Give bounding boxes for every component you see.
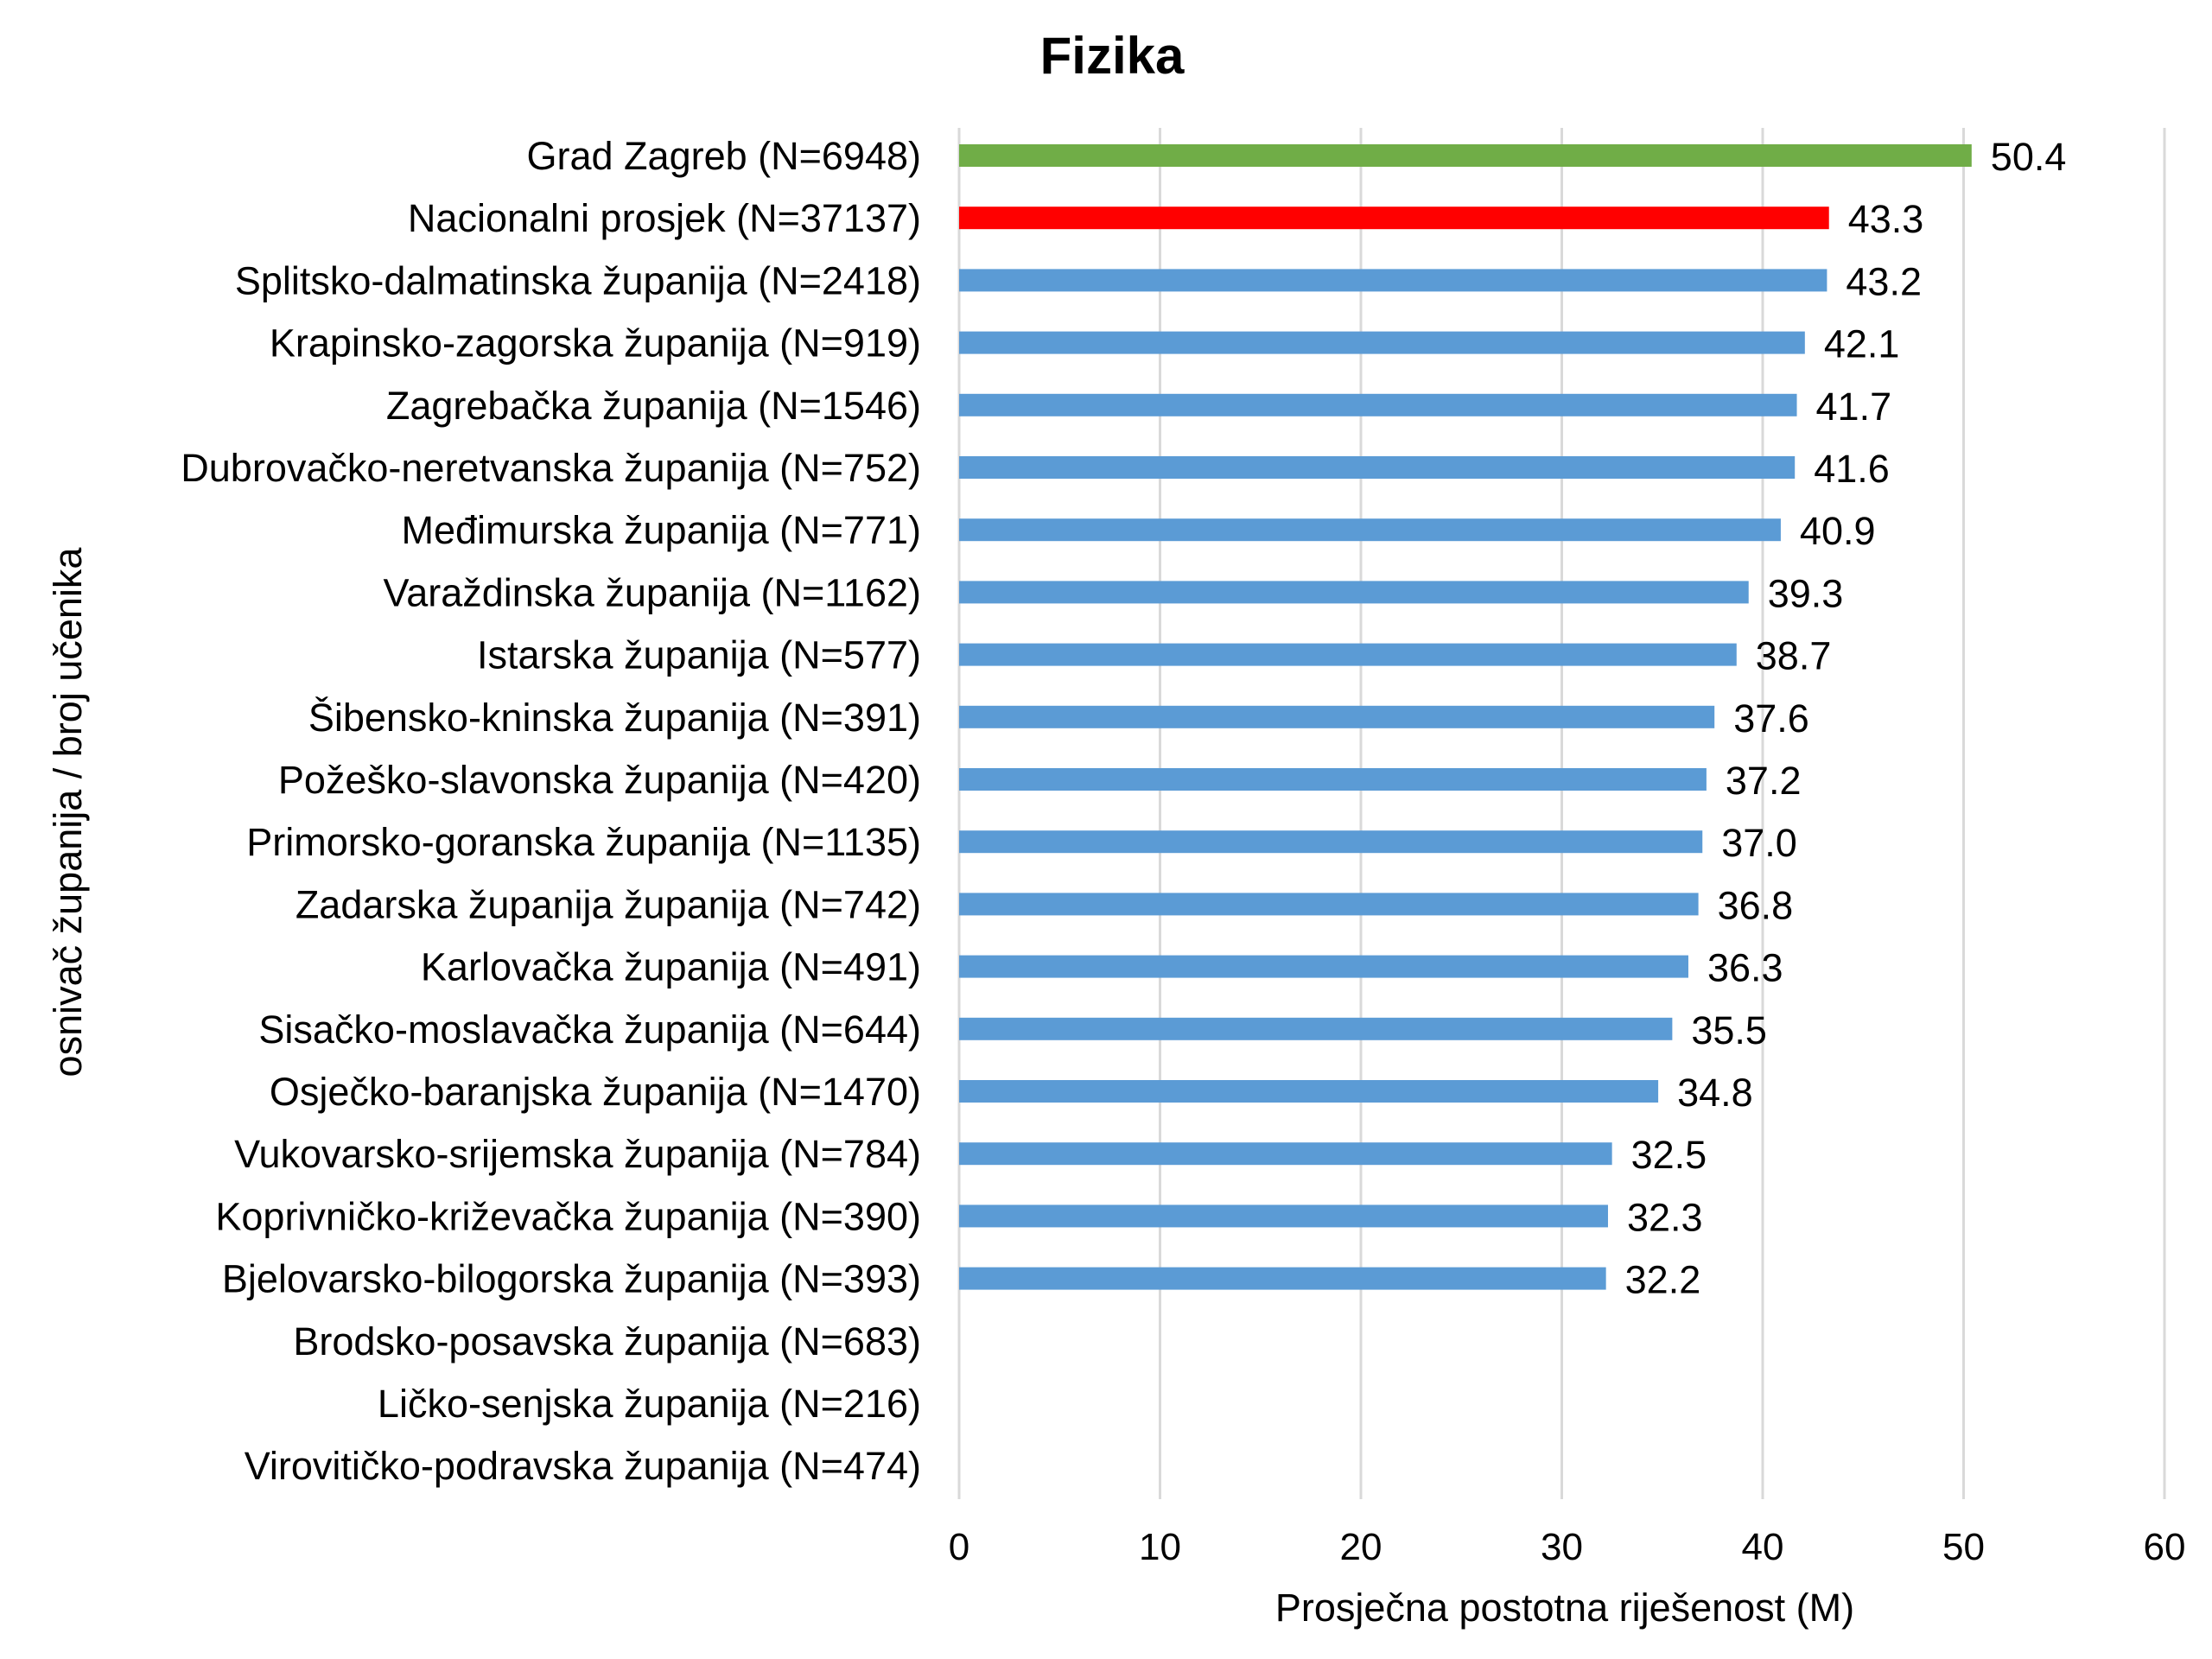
x-tick-label: 30 xyxy=(1541,1526,1583,1568)
category-label: Krapinsko-zagorska županija (N=919) xyxy=(270,321,921,365)
category-labels: Grad Zagreb (N=6948) Nacionalni prosjek (… xyxy=(181,134,921,1488)
bar xyxy=(959,956,1688,978)
data-label: 37.6 xyxy=(1733,696,1809,741)
data-label: 35.5 xyxy=(1691,1008,1767,1052)
data-label: 43.3 xyxy=(1848,197,1924,241)
data-label: 50.4 xyxy=(1991,135,2067,179)
bar xyxy=(959,518,1781,541)
bar xyxy=(959,830,1702,853)
category-label: Dubrovačko-neretvanska županija (N=752) xyxy=(181,446,921,490)
x-tick-label: 20 xyxy=(1340,1526,1382,1568)
x-axis-label: Prosječna postotna riješenost (M) xyxy=(1275,1586,1854,1630)
bar xyxy=(959,706,1714,728)
category-label: Istarska županija (N=577) xyxy=(477,633,921,677)
bar xyxy=(959,394,1797,416)
y-axis-label: osnivač županija / broj učenika xyxy=(46,547,90,1077)
category-label: Zadarska županija županija (N=742) xyxy=(296,882,921,926)
category-label: Osječko-baranjska županija (N=1470) xyxy=(270,1070,921,1114)
bar xyxy=(959,144,1972,167)
x-tick-label: 40 xyxy=(1742,1526,1784,1568)
bar xyxy=(959,269,1827,291)
bar xyxy=(959,1080,1658,1103)
bar-chart: Fizika Grad Zagreb (N=6948) Nacionalni pr… xyxy=(0,0,2212,1659)
bar xyxy=(959,893,1699,915)
data-label: 41.7 xyxy=(1816,385,1892,429)
category-label: Varaždinska županija (N=1162) xyxy=(384,570,921,614)
x-tick-label: 10 xyxy=(1139,1526,1181,1568)
data-label: 40.9 xyxy=(1800,509,1876,553)
x-tick-label: 0 xyxy=(949,1526,969,1568)
bar xyxy=(959,581,1749,603)
category-label: Međimurska županija (N=771) xyxy=(401,508,921,552)
bar xyxy=(959,1205,1608,1227)
data-label: 37.0 xyxy=(1721,821,1797,865)
category-label: Karlovačka županija (N=491) xyxy=(421,945,921,989)
data-label: 32.5 xyxy=(1631,1133,1707,1177)
category-label: Vukovarsko-srijemska županija (N=784) xyxy=(234,1132,921,1176)
data-label: 41.6 xyxy=(1814,447,1890,491)
x-tick-label: 50 xyxy=(1942,1526,1985,1568)
category-label: Splitsko-dalmatinska županija (N=2418) xyxy=(235,258,921,302)
data-label: 32.2 xyxy=(1625,1258,1701,1302)
category-label: Ličko-senjska županija (N=216) xyxy=(378,1382,921,1426)
category-label: Primorsko-goranska županija (N=1135) xyxy=(246,820,921,864)
data-label: 36.3 xyxy=(1707,946,1783,990)
bar xyxy=(959,768,1707,791)
bar xyxy=(959,207,1829,229)
bars xyxy=(959,144,1972,1290)
category-label: Sisačko-moslavačka županija (N=644) xyxy=(258,1007,921,1052)
data-label: 43.2 xyxy=(1846,259,1922,303)
category-label: Požeško-slavonska županija (N=420) xyxy=(278,758,921,802)
bar xyxy=(959,1142,1612,1165)
category-label: Nacionalni prosjek (N=37137) xyxy=(408,196,921,240)
bar xyxy=(959,1268,1606,1290)
x-tick-label: 60 xyxy=(2144,1526,2186,1568)
category-label: Grad Zagreb (N=6948) xyxy=(527,134,921,178)
category-label: Virovitičko-podravska županija (N=474) xyxy=(245,1444,921,1488)
category-label: Bjelovarsko-bilogorska županija (N=393) xyxy=(222,1257,921,1301)
data-label: 37.2 xyxy=(1726,759,1802,803)
bar xyxy=(959,644,1737,666)
category-label: Zagrebačka županija (N=1546) xyxy=(386,384,921,428)
data-label: 39.3 xyxy=(1768,571,1844,615)
bar xyxy=(959,456,1795,479)
data-label: 42.1 xyxy=(1824,322,1900,366)
chart-title: Fizika xyxy=(1040,27,1185,85)
bar xyxy=(959,332,1805,354)
data-label: 38.7 xyxy=(1756,634,1832,678)
category-label: Brodsko-posavska županija (N=683) xyxy=(293,1319,921,1363)
bar xyxy=(959,1018,1672,1040)
category-label: Šibensko-kninska županija (N=391) xyxy=(308,696,921,740)
data-label: 36.8 xyxy=(1718,883,1794,927)
chart-container: Fizika Grad Zagreb (N=6948) Nacionalni pr… xyxy=(0,0,2212,1659)
category-label: Koprivničko-križevačka županija (N=390) xyxy=(215,1194,921,1238)
x-tick-labels: 0 10 20 30 40 50 60 xyxy=(949,1526,2186,1568)
data-label: 32.3 xyxy=(1627,1195,1703,1239)
data-label: 34.8 xyxy=(1677,1071,1753,1115)
